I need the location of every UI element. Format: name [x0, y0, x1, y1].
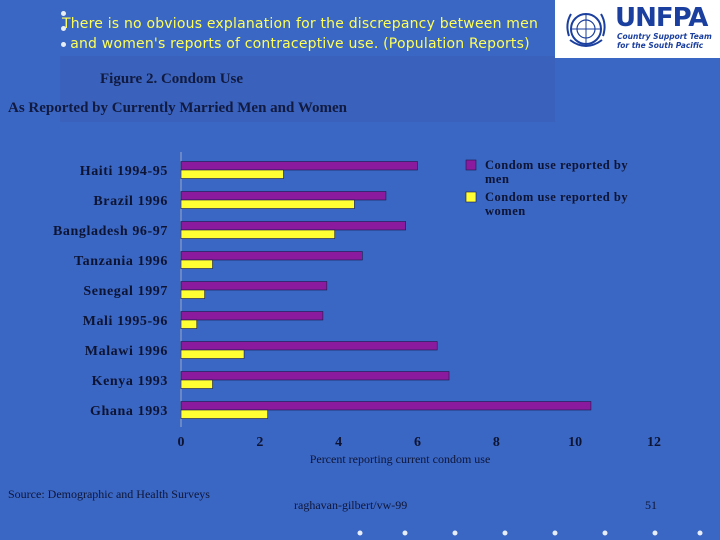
y-tick-label: Bangladesh 96-97	[53, 224, 168, 239]
bar-men	[180, 371, 450, 381]
x-tick-label: 2	[256, 435, 263, 450]
unfpa-logo: UNFPA Country Support Team for the South…	[555, 0, 720, 58]
logo-tagline: Country Support Team for the South Pacif…	[617, 32, 712, 50]
page-number: 51	[645, 498, 657, 512]
y-tick-label: Brazil 1996	[93, 194, 168, 209]
bar-men	[180, 311, 324, 321]
bullet-icon	[357, 530, 363, 536]
y-tick-label: Mali 1995-96	[83, 314, 168, 329]
bar-men	[180, 161, 418, 171]
bar-men	[180, 191, 387, 201]
bullet-icon	[402, 530, 408, 536]
bullet-icon	[61, 42, 66, 47]
x-tick-label: 8	[493, 435, 500, 450]
bar-women	[180, 379, 213, 389]
legend-label: Condom use reported by men	[485, 158, 628, 186]
x-tick-label: 12	[647, 435, 661, 450]
bullet-icon	[502, 530, 508, 536]
bullet-icon	[552, 530, 558, 536]
bar-women	[180, 229, 336, 239]
logo-wordmark: UNFPA	[615, 3, 708, 33]
bar-men	[180, 401, 592, 411]
bar-women	[180, 259, 213, 269]
bar-women	[180, 349, 245, 359]
x-tick-label: 4	[335, 435, 342, 450]
x-axis-label: Percent reporting current condom use	[310, 452, 491, 466]
bar-men	[180, 221, 406, 231]
figure-title-panel	[60, 56, 555, 122]
footer-text: raghavan-gilbert/vw-99	[294, 498, 408, 512]
chart-subtitle: As Reported by Currently Married Men and…	[8, 100, 348, 116]
bullet-icon	[452, 530, 458, 536]
bar-women	[180, 199, 355, 209]
slide-headline: There is no obvious explanation for the …	[61, 16, 539, 52]
un-emblem-icon	[566, 13, 606, 47]
bar-men	[180, 251, 363, 261]
x-tick-label: 10	[568, 435, 582, 450]
bullet-icon	[652, 530, 658, 536]
legend-label: Condom use reported by women	[485, 190, 628, 218]
bar-women	[180, 169, 284, 179]
source-note: Source: Demographic and Health Surveys	[8, 487, 210, 501]
bullet-icon	[602, 530, 608, 536]
bullet-icon	[697, 530, 703, 536]
bullet-icon	[61, 26, 66, 31]
y-tick-label: Haiti 1994-95	[80, 164, 168, 179]
bar-women	[180, 409, 269, 419]
chart-title: Figure 2. Condom Use	[100, 71, 244, 87]
legend-swatch-women	[465, 191, 477, 203]
bar-men	[180, 281, 328, 291]
y-tick-label: Tanzania 1996	[74, 254, 168, 269]
x-tick-label: 6	[414, 435, 421, 450]
legend-swatch-men	[465, 159, 477, 171]
y-tick-label: Senegal 1997	[83, 284, 168, 299]
bar-men	[180, 341, 438, 351]
y-tick-label: Malawi 1996	[85, 344, 168, 359]
x-tick-label: 0	[178, 435, 185, 450]
bar-women	[180, 319, 198, 329]
bullet-icon	[61, 11, 66, 16]
bar-women	[180, 289, 205, 299]
y-tick-label: Kenya 1993	[92, 374, 168, 389]
y-tick-label: Ghana 1993	[90, 404, 168, 419]
